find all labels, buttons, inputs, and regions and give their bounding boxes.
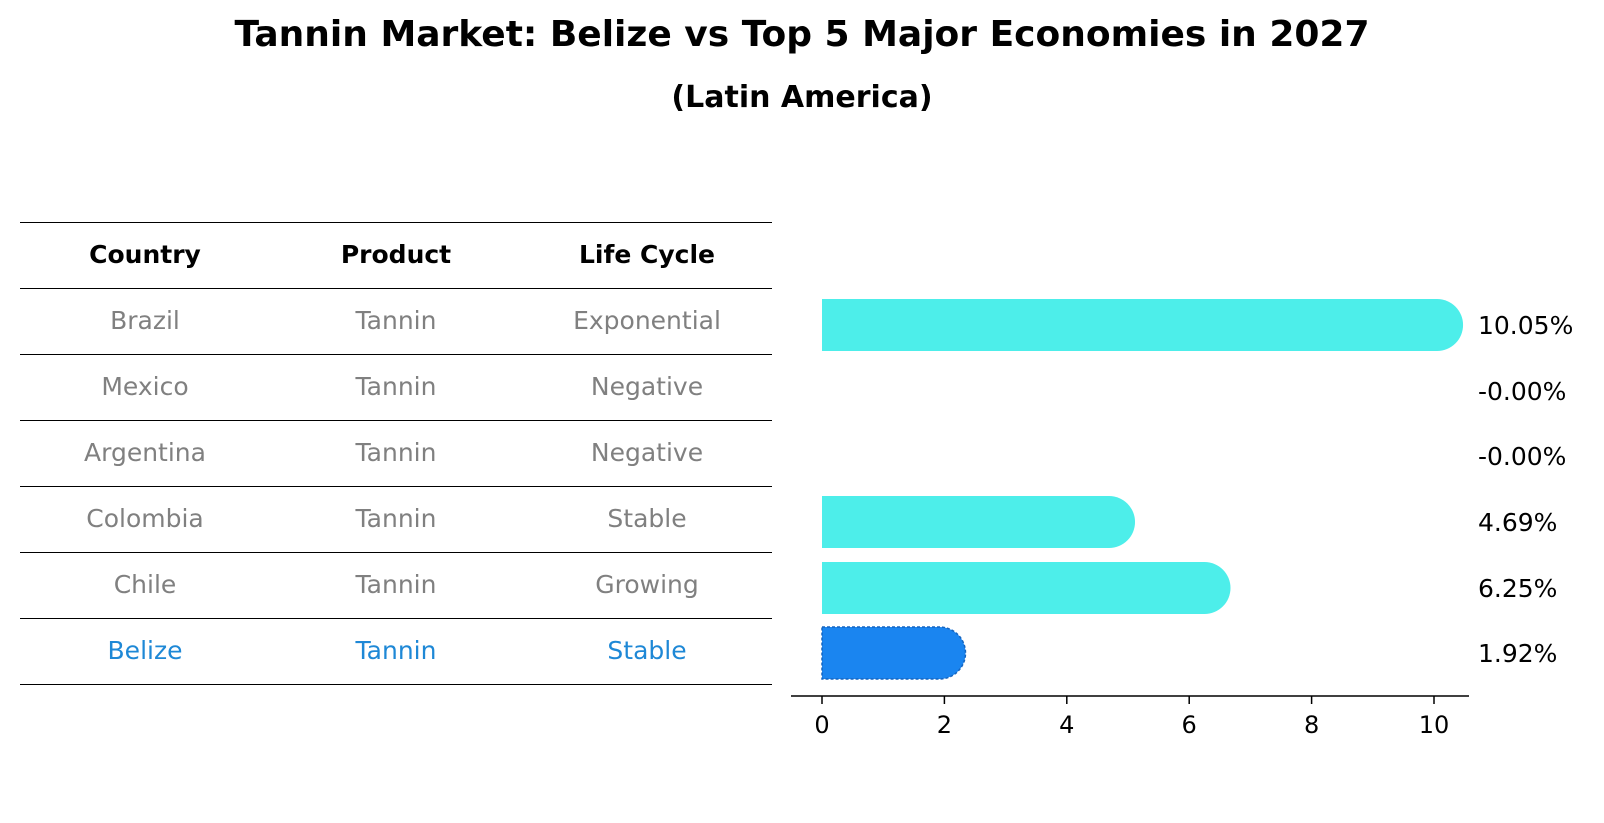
cell-product: Tannin bbox=[355, 504, 437, 533]
table-row-highlight: Belize Tannin Stable bbox=[20, 618, 772, 685]
data-label-colombia: 4.69% bbox=[1478, 508, 1557, 537]
x-tick-label-8: 8 bbox=[1304, 711, 1319, 739]
x-tick-label-2: 2 bbox=[937, 711, 952, 739]
bar-colombia bbox=[822, 496, 1136, 548]
header-product: Product bbox=[340, 240, 452, 269]
country-table: Country Product Life Cycle Brazil Tannin… bbox=[20, 222, 772, 685]
cell-life-cycle: Growing bbox=[595, 570, 699, 599]
cell-life-cycle: Stable bbox=[607, 636, 687, 665]
table-row: Argentina Tannin Negative bbox=[20, 420, 772, 486]
table-row: Chile Tannin Growing bbox=[20, 552, 772, 618]
x-tick-label-10: 10 bbox=[1419, 711, 1450, 739]
cell-product: Tannin bbox=[355, 636, 437, 665]
data-label-argentina: -0.00% bbox=[1478, 442, 1566, 471]
data-label-belize: 1.92% bbox=[1478, 639, 1557, 668]
cell-country: Colombia bbox=[86, 504, 204, 533]
cell-product: Tannin bbox=[355, 438, 437, 467]
cell-country: Chile bbox=[113, 570, 177, 599]
bar-belize bbox=[821, 626, 967, 680]
cell-life-cycle: Negative bbox=[590, 372, 704, 401]
chart-title: Tannin Market: Belize vs Top 5 Major Eco… bbox=[234, 14, 1370, 55]
chart-subtitle: (Latin America) bbox=[671, 80, 933, 115]
cell-country: Brazil bbox=[110, 306, 180, 335]
table-row: Colombia Tannin Stable bbox=[20, 486, 772, 552]
table-header-row: Country Product Life Cycle bbox=[20, 222, 772, 288]
header-country: Country bbox=[89, 240, 201, 269]
bar-chile bbox=[822, 562, 1231, 614]
cell-country: Belize bbox=[107, 636, 183, 665]
table-row: Brazil Tannin Exponential bbox=[20, 288, 772, 354]
data-label-brazil: 10.05% bbox=[1478, 311, 1573, 340]
cell-product: Tannin bbox=[355, 372, 437, 401]
cell-product: Tannin bbox=[355, 570, 437, 599]
data-label-chile: 6.25% bbox=[1478, 574, 1557, 603]
cell-life-cycle: Exponential bbox=[573, 306, 721, 335]
bar-brazil bbox=[822, 299, 1464, 351]
cell-product: Tannin bbox=[355, 306, 437, 335]
x-tick-label-6: 6 bbox=[1182, 711, 1197, 739]
cell-country: Argentina bbox=[84, 438, 206, 467]
x-tick-label-0: 0 bbox=[814, 711, 829, 739]
table-row: Mexico Tannin Negative bbox=[20, 354, 772, 420]
header-life-cycle: Life Cycle bbox=[578, 240, 716, 269]
cell-country: Mexico bbox=[101, 372, 189, 401]
cell-life-cycle: Stable bbox=[607, 504, 687, 533]
data-label-mexico: -0.00% bbox=[1478, 377, 1566, 406]
cell-life-cycle: Negative bbox=[590, 438, 704, 467]
x-tick-label-4: 4 bbox=[1059, 711, 1074, 739]
